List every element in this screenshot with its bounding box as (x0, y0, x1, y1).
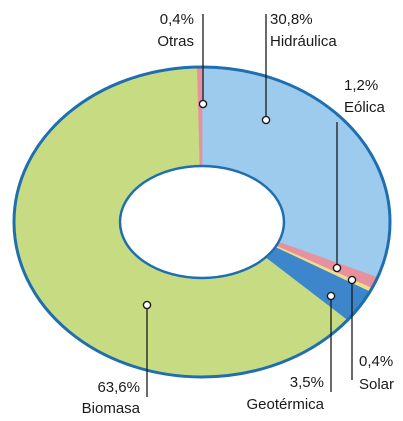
label-value-otras: 0,4% (160, 11, 194, 28)
label-value-eolica: 1,2% (344, 77, 378, 94)
leader-dot-otras (198, 99, 208, 109)
label-name-otras: Otras (157, 33, 194, 50)
leader-dot-eolica (332, 263, 342, 273)
leader-dot-solar (347, 275, 357, 285)
label-name-solar: Solar (359, 376, 394, 393)
label-value-solar: 0,4% (359, 353, 393, 370)
callout-lines (142, 14, 357, 397)
label-name-eolica: Eólica (344, 99, 386, 116)
donut-hole (118, 164, 286, 280)
label-value-geotermica: 3,5% (290, 374, 324, 391)
label-value-hidraulica: 30,8% (270, 11, 313, 28)
donut-outer-outline (12, 65, 392, 379)
slice-labels: 0,4% Otras 30,8% Hidráulica 1,2% Eólica … (82, 11, 394, 417)
label-name-geotermica: Geotérmica (246, 396, 324, 413)
leader-dot-geotermica (326, 291, 336, 301)
leader-dot-biomasa (142, 300, 152, 310)
label-name-biomasa: Biomasa (82, 400, 141, 417)
label-name-hidraulica: Hidráulica (270, 33, 337, 50)
label-value-biomasa: 63,6% (97, 379, 140, 396)
leader-dot-hidraulica (261, 115, 271, 125)
